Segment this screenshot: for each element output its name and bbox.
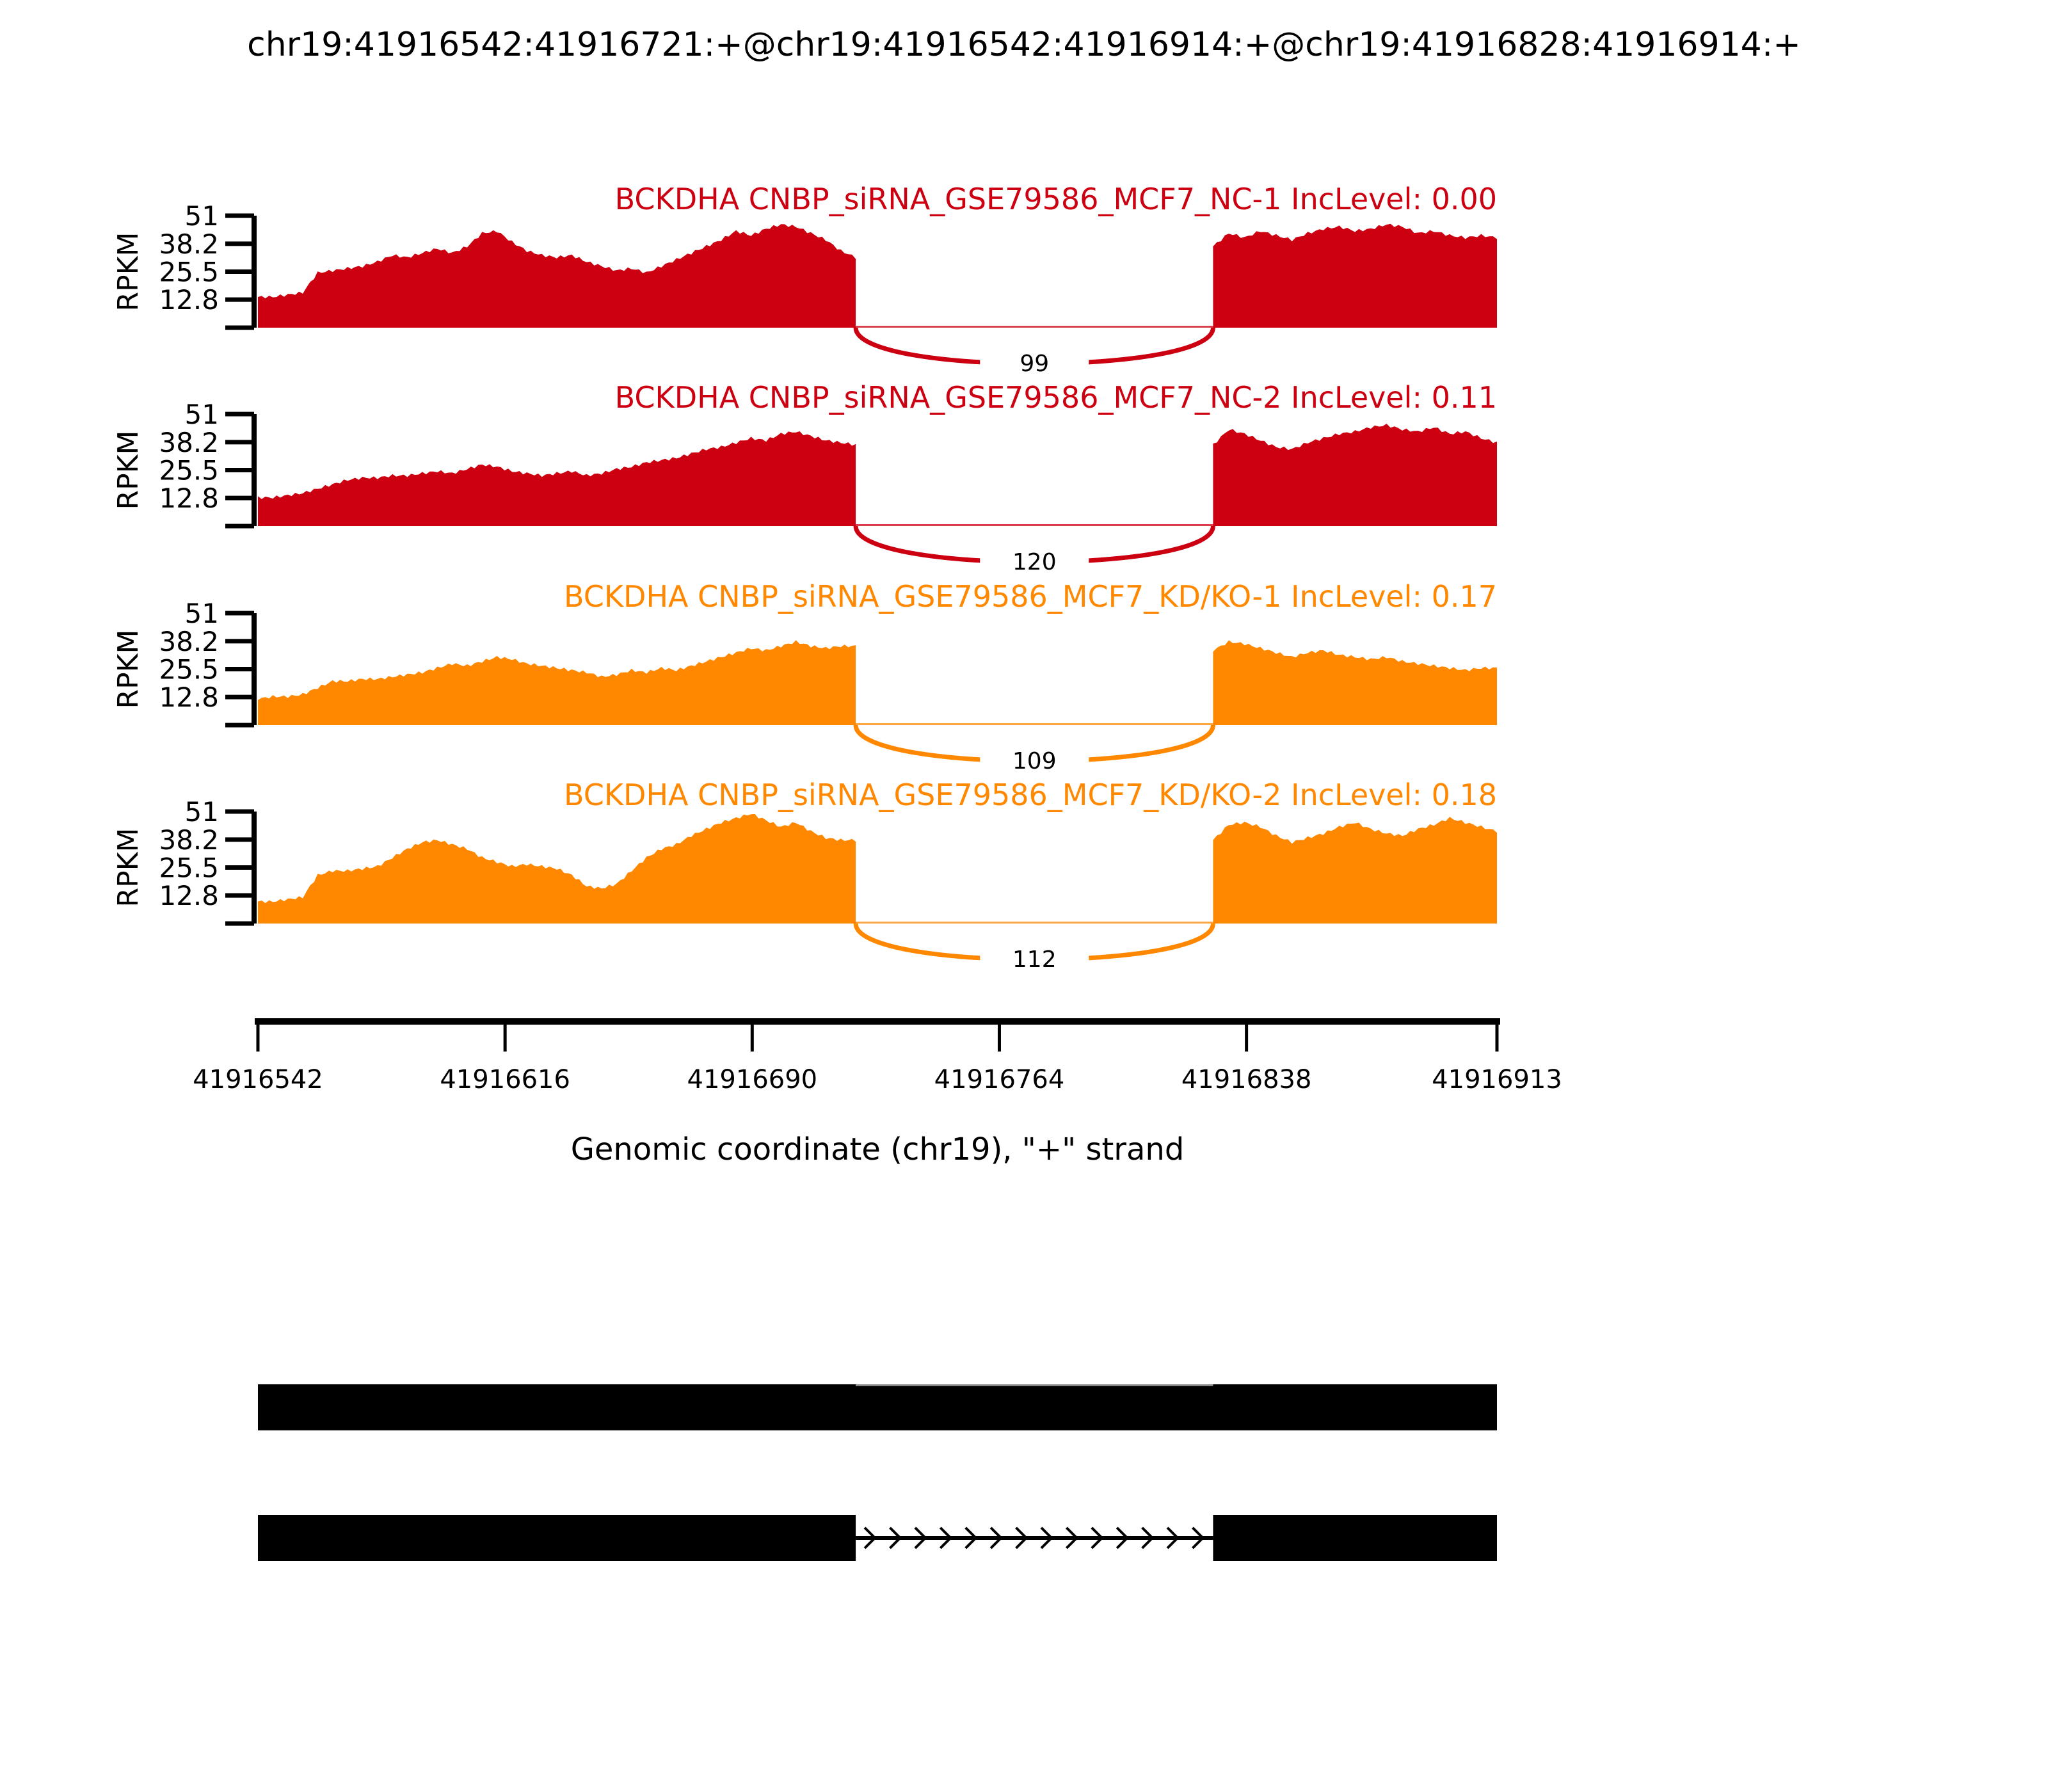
y-axis-tick-label: 51 <box>185 598 219 629</box>
y-axis-tick-label: 25.5 <box>159 455 219 486</box>
track-title: BCKDHA CNBP_siRNA_GSE79586_MCF7_KD/KO-2 … <box>564 778 1497 812</box>
y-axis-tick-label: 38.2 <box>159 626 219 657</box>
y-axis-tick-label: 51 <box>185 399 219 430</box>
y-axis-tick-label: 38.2 <box>159 228 219 260</box>
track-title: BCKDHA CNBP_siRNA_GSE79586_MCF7_NC-1 Inc… <box>615 182 1497 216</box>
intron-arrow-icon <box>1091 1526 1104 1549</box>
y-axis-tick-label: 51 <box>185 200 219 232</box>
junction-count-gap <box>980 549 1089 579</box>
coverage-area-exon2 <box>1213 424 1497 526</box>
y-axis-title: RPKM <box>112 431 145 510</box>
isoform-diagram <box>258 1384 1497 1561</box>
y-axis-tick-label: 12.8 <box>159 284 219 316</box>
y-axis-tick-label: 25.5 <box>159 654 219 685</box>
intron-arrow-icon <box>1141 1526 1155 1549</box>
intron-arrow-icon <box>1015 1526 1028 1549</box>
junction-count-label: 99 <box>1020 351 1049 377</box>
y-axis-tick-label: 12.8 <box>159 880 219 911</box>
coverage-area-exon1 <box>258 431 856 526</box>
junction-count-gap <box>980 351 1089 380</box>
x-axis-title: Genomic coordinate (chr19), "+" strand <box>571 1132 1185 1167</box>
coverage-area-exon2 <box>1213 817 1497 924</box>
x-axis-tick-label: 41916764 <box>934 1065 1065 1094</box>
junction-count-label: 109 <box>1012 748 1057 774</box>
y-axis-tick-label: 38.2 <box>159 427 219 458</box>
y-axis-tick-label: 38.2 <box>159 824 219 856</box>
y-axis-tick-label: 51 <box>185 796 219 828</box>
intron-arrow-icon <box>1166 1526 1180 1549</box>
coverage-area-exon2 <box>1213 223 1497 328</box>
intron-arrow-icon <box>939 1526 953 1549</box>
track-title: BCKDHA CNBP_siRNA_GSE79586_MCF7_NC-2 Inc… <box>615 380 1497 415</box>
plot-title: chr19:41916542:41916721:+@chr19:41916542… <box>247 26 1801 64</box>
junction-count-gap <box>980 748 1089 778</box>
intron-arrow-icon <box>863 1526 877 1549</box>
junction-count-label: 120 <box>1012 549 1057 575</box>
track-title: BCKDHA CNBP_siRNA_GSE79586_MCF7_KD/KO-1 … <box>564 579 1497 614</box>
y-axis-tick-label: 25.5 <box>159 852 219 884</box>
y-axis-title: RPKM <box>112 232 145 312</box>
junction-count-label: 112 <box>1012 947 1057 973</box>
x-axis-tick-label: 41916838 <box>1181 1065 1312 1094</box>
x-axis-tick-label: 41916913 <box>1432 1065 1562 1094</box>
x-axis-tick-label: 41916690 <box>687 1065 818 1094</box>
coverage-area-exon1 <box>258 813 856 924</box>
isoform-inclusion-exon <box>258 1384 1497 1430</box>
intron-arrow-icon <box>964 1526 978 1549</box>
coverage-area-exon1 <box>258 224 856 328</box>
y-axis-tick-label: 25.5 <box>159 257 219 288</box>
y-axis-tick-label: 12.8 <box>159 483 219 514</box>
intron-arrow-icon <box>1116 1526 1130 1549</box>
intron-arrow-icon <box>1065 1526 1079 1549</box>
isoform-skipping-exon <box>1213 1515 1497 1561</box>
x-axis: 41916542 41916616 41916690 41916764 41916838… <box>193 1018 1562 1167</box>
intron-arrow-icon <box>1192 1526 1205 1549</box>
intron-arrow-icon <box>914 1526 927 1549</box>
intron-arrow-icon <box>989 1526 1003 1549</box>
x-axis-tick-label: 41916616 <box>440 1065 570 1094</box>
intron-arrow-icon <box>889 1526 902 1549</box>
junction-count-gap <box>980 947 1089 976</box>
y-axis-title: RPKM <box>112 630 145 709</box>
y-axis-tick-label: 12.8 <box>159 682 219 713</box>
intron-arrow-icon <box>1040 1526 1053 1549</box>
coverage-area-exon2 <box>1213 640 1497 725</box>
y-axis-title: RPKM <box>112 828 145 908</box>
isoform-skipping-exon <box>258 1515 856 1561</box>
coverage-area-exon1 <box>258 640 856 725</box>
x-axis-tick-label: 41916542 <box>193 1065 323 1094</box>
